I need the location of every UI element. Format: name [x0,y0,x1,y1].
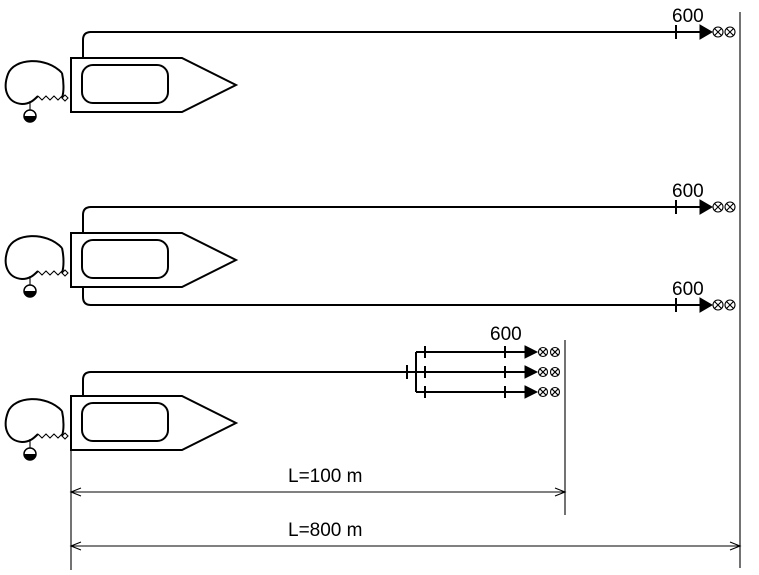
dimension-lines: L=100 m L=800 m [69,12,742,570]
nozzle-arrow [699,297,713,313]
nozzle-pair [712,26,736,38]
long-dimension-label: L=800 m [288,520,362,541]
unit-3: 600 [4,324,561,461]
fire-truck-1 [70,57,239,113]
fire-truck-3 [70,395,239,451]
branch-line-3-3 [416,385,561,399]
fire-truck-2 [70,232,239,288]
line-label: 600 [672,279,704,300]
hose-line-2-2: 600 [82,279,736,313]
nozzle-pair [537,386,561,398]
main-hose-3 [82,365,416,396]
long-dimension: L=800 m [69,520,742,551]
nozzle-pair [712,201,736,213]
hose-line-1-1: 600 [82,6,736,58]
branch-line-3-2 [416,365,561,379]
nozzle-arrow [699,199,713,215]
nozzle-pair [712,299,736,311]
nozzle-arrow [524,365,539,379]
water-source-1 [4,60,69,123]
hose-line-2-1: 600 [82,181,736,233]
line-label: 600 [672,6,704,27]
nozzle-pair [537,366,561,378]
branch-line-3-1: 600 [416,324,561,359]
unit-2: 600 600 [4,181,736,313]
water-source-3 [4,398,69,461]
water-source-2 [4,235,69,298]
nozzle-pair [537,346,561,358]
short-dimension-label: L=100 m [288,466,362,487]
line-label: 600 [672,181,704,202]
nozzle-arrow [524,345,539,359]
nozzle-arrow [524,385,539,399]
branch-label: 600 [490,324,522,345]
unit-1: 600 [4,6,736,123]
nozzle-arrow [699,24,713,40]
short-dimension: L=100 m [69,466,567,497]
